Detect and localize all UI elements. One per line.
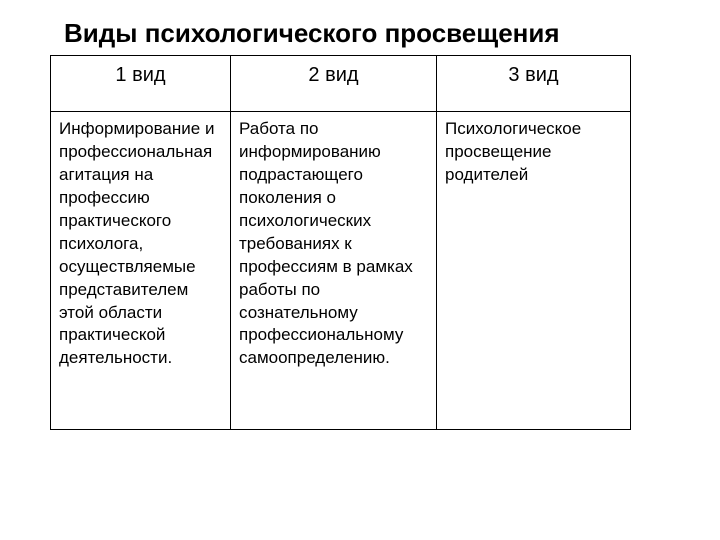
col-header-1: 1 вид	[51, 56, 231, 112]
page-title: Виды психологического просвещения	[64, 18, 690, 49]
col-header-2: 2 вид	[231, 56, 437, 112]
table-header-row: 1 вид 2 вид 3 вид	[51, 56, 631, 112]
cell-type2: Работа по информированию подрастающего п…	[231, 112, 437, 430]
col-header-3: 3 вид	[437, 56, 631, 112]
cell-type3: Психологическое просвещение родителей	[437, 112, 631, 430]
table-row: Информирование и профессиональная агитац…	[51, 112, 631, 430]
types-table: 1 вид 2 вид 3 вид Информирование и профе…	[50, 55, 631, 430]
cell-type1: Информирование и профессиональная агитац…	[51, 112, 231, 430]
